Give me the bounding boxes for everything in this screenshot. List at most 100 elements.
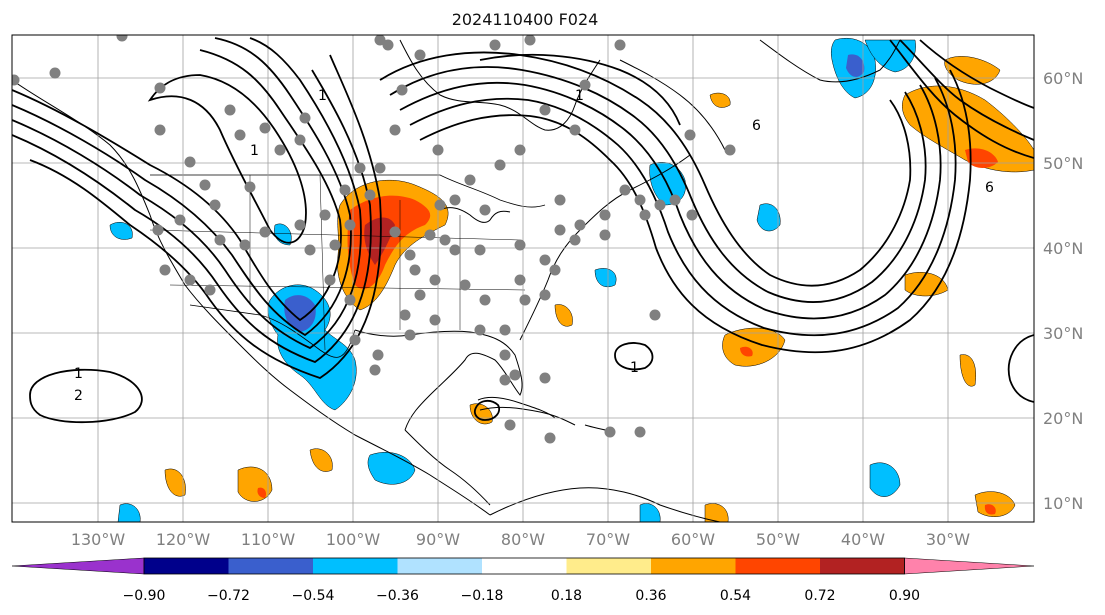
station-marker <box>344 294 356 306</box>
station-marker <box>49 67 61 79</box>
map-border <box>11 34 1035 523</box>
station-marker <box>344 219 356 231</box>
station-marker <box>724 144 736 156</box>
colorbar-tick: −0.72 <box>207 588 250 604</box>
lon-label: 70°W <box>586 530 630 549</box>
contour-label: 1 <box>630 360 639 376</box>
station-marker <box>604 426 616 438</box>
station-marker <box>549 264 561 276</box>
station-marker <box>294 219 306 231</box>
colorbar-segment <box>820 558 905 574</box>
contour-label: 1 <box>250 143 259 159</box>
contour-label: 1 <box>318 88 327 104</box>
station-marker <box>599 229 611 241</box>
colorbar-segment-low <box>11 557 145 575</box>
station-marker <box>259 226 271 238</box>
colorbar-tick: −0.36 <box>376 588 419 604</box>
station-marker <box>116 35 128 42</box>
station-marker <box>599 209 611 221</box>
station-markers <box>12 35 736 444</box>
longitude-labels: 130°W 120°W 110°W 100°W 90°W 80°W 70°W 6… <box>71 530 970 549</box>
station-marker <box>634 194 646 206</box>
station-marker <box>509 369 521 381</box>
station-marker <box>449 194 461 206</box>
station-marker <box>404 249 416 261</box>
station-marker <box>214 234 226 246</box>
station-marker <box>634 426 646 438</box>
station-marker <box>414 49 426 61</box>
station-marker <box>274 144 286 156</box>
lat-label: 30°N <box>1043 324 1083 343</box>
lon-label: 100°W <box>326 530 381 549</box>
station-marker <box>649 309 661 321</box>
station-marker <box>154 82 166 94</box>
colorbar-segment <box>651 558 736 574</box>
station-marker <box>224 104 236 116</box>
lat-label: 20°N <box>1043 409 1083 428</box>
station-marker <box>654 199 666 211</box>
lon-label: 80°W <box>501 530 545 549</box>
station-marker <box>159 264 171 276</box>
station-marker <box>382 39 394 51</box>
colorbar-tick: 0.90 <box>889 588 920 604</box>
station-marker <box>514 144 526 156</box>
station-marker <box>579 79 591 91</box>
station-marker <box>339 184 351 196</box>
station-marker <box>304 244 316 256</box>
lon-label: 120°W <box>156 530 211 549</box>
station-marker <box>409 264 421 276</box>
station-marker <box>669 194 681 206</box>
station-marker <box>539 289 551 301</box>
station-marker <box>489 39 501 51</box>
station-marker <box>514 239 526 251</box>
colorbar-segment <box>313 558 398 574</box>
station-marker <box>429 314 441 326</box>
station-marker <box>244 181 256 193</box>
station-marker <box>399 309 411 321</box>
lat-label: 40°N <box>1043 239 1083 258</box>
station-marker <box>524 35 536 46</box>
station-marker <box>499 374 511 386</box>
station-marker <box>574 219 586 231</box>
station-marker <box>464 174 476 186</box>
colorbar-segment <box>144 558 229 574</box>
station-marker <box>239 239 251 251</box>
lon-label: 110°W <box>241 530 296 549</box>
station-marker <box>639 209 651 221</box>
station-marker <box>554 194 566 206</box>
station-marker <box>414 289 426 301</box>
station-marker <box>184 274 196 286</box>
station-marker <box>154 124 166 136</box>
station-marker <box>374 162 386 174</box>
station-marker <box>424 229 436 241</box>
lat-label: 10°N <box>1043 494 1083 513</box>
station-marker <box>432 144 444 156</box>
colorbar-segment <box>397 558 482 574</box>
map-title: 2024110400 F024 <box>451 10 599 29</box>
contour-label: 1 <box>74 366 83 382</box>
contour-labels: 1 1 1 1 2 6 1 6 <box>74 88 994 404</box>
station-marker <box>544 432 556 444</box>
colorbar: −0.90 −0.72 −0.54 −0.36 −0.18 0.18 0.36 … <box>11 557 1035 604</box>
station-marker <box>449 244 461 256</box>
station-marker <box>294 134 306 146</box>
station-marker <box>369 364 381 376</box>
station-marker <box>12 74 20 86</box>
station-marker <box>209 199 221 211</box>
station-marker <box>349 334 361 346</box>
colorbar-tick: −0.18 <box>461 588 504 604</box>
station-marker <box>372 349 384 361</box>
station-marker <box>259 122 271 134</box>
colorbar-segment <box>735 558 820 574</box>
station-marker <box>459 279 471 291</box>
station-marker <box>494 159 506 171</box>
station-marker <box>204 284 216 296</box>
station-marker <box>619 184 631 196</box>
station-marker <box>174 214 186 226</box>
station-marker <box>479 204 491 216</box>
colorbar-tick: 0.18 <box>551 588 582 604</box>
station-marker <box>434 199 446 211</box>
station-marker <box>404 329 416 341</box>
coastlines <box>12 39 901 522</box>
